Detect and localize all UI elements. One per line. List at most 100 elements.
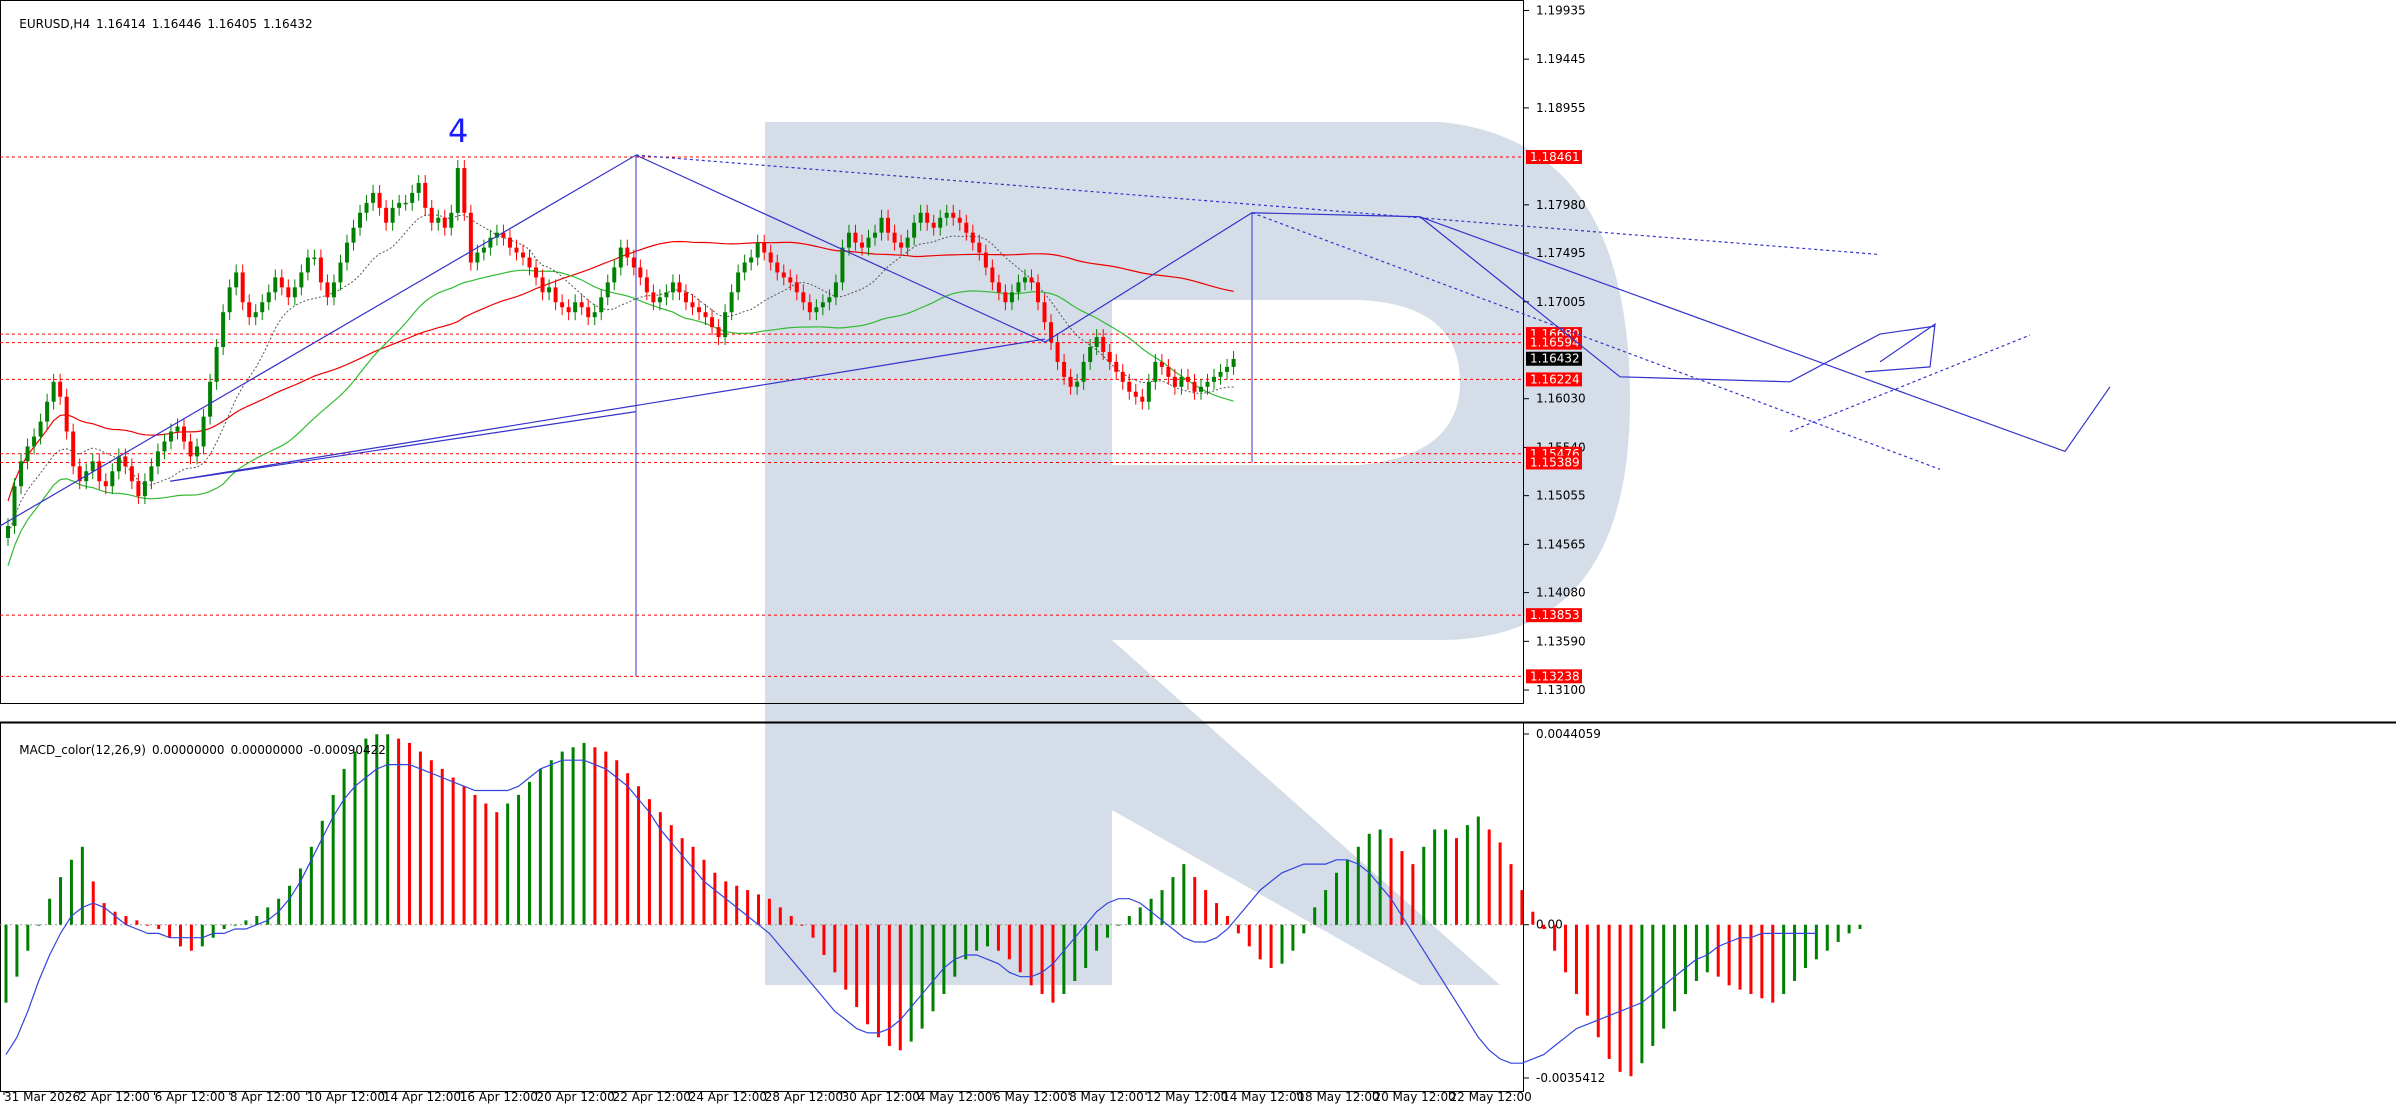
candle-body bbox=[123, 456, 128, 467]
macd-bar bbox=[887, 924, 891, 1046]
candle-body bbox=[1212, 376, 1217, 382]
candle-body bbox=[638, 267, 643, 278]
macd-bar bbox=[560, 751, 564, 925]
candle-body bbox=[1218, 371, 1223, 377]
macd-bar bbox=[1313, 907, 1317, 925]
low-price: 1.16405 bbox=[207, 17, 257, 31]
candle-body bbox=[149, 466, 154, 482]
candle-body bbox=[560, 302, 565, 308]
candle-body bbox=[931, 222, 936, 228]
price-mark-box bbox=[1526, 150, 1582, 165]
candle-body bbox=[853, 232, 858, 243]
y-tick-label: 1.13590 bbox=[1536, 634, 1586, 648]
candle-body bbox=[651, 292, 656, 303]
candle-body bbox=[279, 277, 284, 288]
forecast-zigzag bbox=[1864, 322, 1936, 373]
candle-body bbox=[592, 312, 597, 318]
macd-bar bbox=[1029, 924, 1033, 986]
candle-body bbox=[475, 252, 480, 263]
macd-bar bbox=[473, 794, 477, 925]
macd-bar bbox=[1258, 924, 1262, 960]
candle-body bbox=[859, 242, 864, 248]
candle-body bbox=[103, 481, 108, 487]
macd-bar bbox=[59, 877, 63, 925]
macd-bar bbox=[538, 768, 542, 925]
x-tick-label: 28 Apr 12:00 bbox=[765, 1090, 843, 1104]
macd-bar bbox=[1269, 924, 1273, 969]
candle-body bbox=[25, 446, 30, 462]
macd-bar bbox=[309, 846, 313, 925]
candle-body bbox=[1140, 396, 1145, 402]
candle-body bbox=[527, 257, 532, 268]
x-tick-label: 8 May 12:00 bbox=[1069, 1090, 1144, 1104]
candle-body bbox=[1036, 282, 1041, 303]
macd-bar bbox=[495, 812, 499, 925]
price-panel-frame bbox=[0, 0, 1524, 704]
y-tick-label: 1.16030 bbox=[1536, 392, 1586, 406]
macd-bar bbox=[517, 794, 521, 925]
candle-body bbox=[1107, 351, 1112, 362]
candle-body bbox=[1120, 371, 1125, 382]
x-tick-label: 14 May 12:00 bbox=[1222, 1090, 1304, 1104]
macd-bar bbox=[702, 859, 706, 925]
candle-body bbox=[1055, 342, 1060, 362]
macd-bar bbox=[244, 920, 248, 925]
macd-bar bbox=[844, 924, 848, 990]
macd-bar bbox=[233, 924, 237, 926]
candle-body bbox=[1114, 361, 1119, 372]
macd-bar bbox=[953, 924, 957, 977]
macd-bar bbox=[1738, 924, 1742, 990]
x-tick-label: 14 Apr 12:00 bbox=[383, 1090, 461, 1104]
candle-body bbox=[788, 277, 793, 283]
candle-body bbox=[501, 232, 506, 238]
macd-bar bbox=[757, 894, 761, 925]
candle-body bbox=[338, 262, 343, 283]
candle-body bbox=[371, 192, 376, 203]
macd-bar bbox=[1444, 829, 1448, 925]
macd-bar bbox=[80, 846, 84, 925]
x-tick-label: 10 Apr 12:00 bbox=[307, 1090, 385, 1104]
candle-body bbox=[886, 217, 891, 233]
macd-bar bbox=[408, 742, 412, 925]
macd-bar bbox=[1651, 924, 1655, 1046]
macd-bar bbox=[1280, 924, 1284, 964]
candle-body bbox=[195, 446, 200, 457]
macd-bar bbox=[15, 924, 19, 977]
macd-bar bbox=[735, 885, 739, 925]
macd-bar bbox=[26, 924, 30, 951]
macd-bar bbox=[484, 803, 488, 925]
macd-bar bbox=[964, 924, 968, 960]
macd-bar bbox=[342, 768, 346, 925]
macd-bar bbox=[1302, 924, 1306, 934]
candle-body bbox=[436, 217, 441, 223]
candle-body bbox=[801, 292, 806, 303]
price-mark-label: 1.16432 bbox=[1530, 352, 1580, 366]
ma-green-line bbox=[7, 269, 1234, 566]
macd-bar bbox=[822, 924, 826, 956]
candle-body bbox=[64, 396, 69, 432]
candle-body bbox=[605, 282, 610, 298]
macd-bar bbox=[298, 868, 302, 925]
candle-body bbox=[1088, 347, 1093, 362]
macd-bar bbox=[320, 820, 324, 925]
y-tick-label: 1.13100 bbox=[1536, 683, 1586, 697]
macd-bar bbox=[713, 872, 717, 925]
candle-body bbox=[762, 242, 767, 253]
candle-body bbox=[553, 287, 558, 303]
candle-body bbox=[442, 217, 447, 228]
macd-bar bbox=[1433, 829, 1437, 925]
macd-bar bbox=[462, 786, 466, 925]
candle-body bbox=[260, 302, 265, 313]
candle-body bbox=[670, 282, 675, 293]
macd-bar bbox=[364, 738, 368, 925]
y-tick-label: 1.14080 bbox=[1536, 586, 1586, 600]
price-mark-label: 1.13238 bbox=[1530, 669, 1580, 683]
candle-body bbox=[1075, 381, 1080, 387]
channel-dash bbox=[1789, 334, 2031, 433]
macd-bar bbox=[1476, 816, 1480, 925]
macd-bar bbox=[996, 924, 1000, 951]
macd-bar bbox=[135, 920, 139, 925]
candle-body bbox=[71, 431, 76, 467]
macd-bar bbox=[920, 924, 924, 1029]
